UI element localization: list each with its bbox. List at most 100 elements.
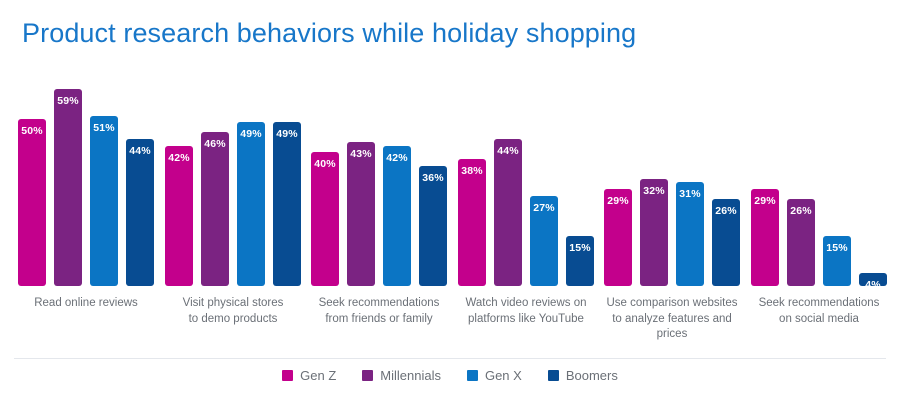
legend-label: Millennials: [380, 368, 441, 383]
bar-group: 38% 44% 27% 15%: [458, 72, 594, 286]
bar-value-label: 40%: [314, 158, 336, 170]
bar[interactable]: 26%: [787, 199, 815, 286]
bar-value-label: 26%: [790, 205, 812, 217]
bar[interactable]: 46%: [201, 132, 229, 286]
category-label: Read online reviews: [34, 297, 138, 309]
category-label: Use comparison websites to analyze featur…: [606, 297, 738, 340]
bar-slot: 49%: [237, 122, 265, 286]
bar[interactable]: 43%: [347, 142, 375, 286]
bar-slot: 15%: [823, 236, 851, 286]
bar[interactable]: 27%: [530, 196, 558, 286]
bar-value-label: 27%: [533, 202, 555, 214]
bar[interactable]: 42%: [165, 146, 193, 286]
category-label: Seek recommendations from friends or fami…: [318, 297, 440, 325]
bar-slot: 44%: [494, 139, 522, 286]
bar-slot: 29%: [604, 189, 632, 286]
legend-swatch-icon: [282, 370, 294, 381]
bar-slot: 27%: [530, 196, 558, 286]
bar[interactable]: 36%: [419, 166, 447, 286]
bar[interactable]: 38%: [458, 159, 486, 286]
bar[interactable]: 29%: [604, 189, 632, 286]
bar-value-label: 4%: [865, 279, 881, 291]
bar-group: 40% 43% 42% 36%: [311, 72, 447, 286]
bar-slot: 36%: [419, 166, 447, 286]
bar-value-label: 44%: [129, 145, 151, 157]
legend-swatch-icon: [362, 370, 374, 381]
bar-slot: 15%: [566, 236, 594, 286]
bar-value-label: 31%: [679, 188, 701, 200]
axis-baseline: [14, 358, 886, 359]
bar-group: 42% 46% 49% 49%: [165, 72, 301, 286]
category-axis: Read online reviews Visit physical stores…: [0, 296, 900, 352]
bar-slot: 38%: [458, 159, 486, 286]
category-label: Seek recommendations on social media: [758, 297, 880, 325]
legend-swatch-icon: [547, 370, 559, 381]
bar-value-label: 42%: [168, 152, 190, 164]
bar[interactable]: 29%: [751, 189, 779, 286]
legend-item[interactable]: Gen Z: [282, 368, 336, 383]
bar-value-label: 26%: [715, 205, 737, 217]
bar-value-label: 42%: [386, 152, 408, 164]
bar-slot: 46%: [201, 132, 229, 286]
bar-value-label: 15%: [569, 242, 591, 254]
bar[interactable]: 49%: [237, 122, 265, 286]
bar-slot: 49%: [273, 122, 301, 286]
bar-value-label: 46%: [204, 138, 226, 150]
bar-slot: 50%: [18, 119, 46, 286]
bar-slot: 40%: [311, 152, 339, 286]
bar[interactable]: 42%: [383, 146, 411, 286]
bar[interactable]: 51%: [90, 116, 118, 286]
legend-label: Gen X: [484, 368, 522, 383]
legend-item[interactable]: Millennials: [362, 368, 441, 383]
bar[interactable]: 15%: [823, 236, 851, 286]
bar-value-label: 44%: [497, 145, 519, 157]
bar-slot: 26%: [787, 199, 815, 286]
bar-slot: 51%: [90, 116, 118, 286]
chart-title: Product research behaviors while holiday…: [22, 18, 637, 48]
bar[interactable]: 44%: [494, 139, 522, 286]
bar[interactable]: 59%: [54, 89, 82, 286]
bar-value-label: 38%: [461, 165, 483, 177]
bar-slot: 42%: [165, 146, 193, 286]
bar-group: 29% 32% 31% 26%: [604, 72, 740, 286]
legend-label: Gen Z: [300, 368, 337, 383]
bar-value-label: 15%: [826, 242, 848, 254]
bar-slot: 59%: [54, 89, 82, 286]
bar[interactable]: 4%: [859, 273, 887, 290]
bar-value-label: 36%: [422, 172, 444, 184]
bar-value-label: 32%: [643, 185, 665, 197]
bar-value-label: 51%: [93, 122, 115, 134]
bar-value-label: 49%: [276, 128, 298, 140]
category-label: Watch video reviews on platforms like You…: [465, 297, 587, 325]
bar-value-label: 43%: [350, 148, 372, 160]
bar-value-label: 59%: [57, 95, 79, 107]
chart-legend: Gen Z Millennials Gen X Boomers: [0, 368, 900, 383]
bar-group: 29% 26% 15% 4%: [751, 72, 887, 290]
bar[interactable]: 50%: [18, 119, 46, 286]
bar-value-label: 29%: [607, 195, 629, 207]
bar-slot: 43%: [347, 142, 375, 286]
bar-value-label: 49%: [240, 128, 262, 140]
bar[interactable]: 49%: [273, 122, 301, 286]
bar[interactable]: 32%: [640, 179, 668, 286]
bar[interactable]: 26%: [712, 199, 740, 286]
bar-slot: 42%: [383, 146, 411, 286]
bar[interactable]: 15%: [566, 236, 594, 286]
legend-item[interactable]: Gen X: [466, 368, 522, 383]
bar-value-label: 29%: [754, 195, 776, 207]
bar-slot: 31%: [676, 182, 704, 286]
bar-slot: 32%: [640, 179, 668, 286]
plot-area: 50% 59% 51% 44% 42% 46% 49% 49% 40% 43% 42% 36% 38% 4…: [0, 72, 900, 359]
bar-slot: 29%: [751, 189, 779, 286]
category-label: Visit physical stores to demo products: [182, 297, 284, 325]
bar[interactable]: 44%: [126, 139, 154, 286]
legend-swatch-icon: [466, 370, 478, 381]
bar[interactable]: 40%: [311, 152, 339, 286]
bar-slot: 26%: [712, 199, 740, 286]
legend-item[interactable]: Boomers: [547, 368, 618, 383]
bar-slot: 4%: [859, 273, 887, 290]
legend-label: Boomers: [565, 368, 618, 383]
bar[interactable]: 31%: [676, 182, 704, 286]
bar-slot: 44%: [126, 139, 154, 286]
